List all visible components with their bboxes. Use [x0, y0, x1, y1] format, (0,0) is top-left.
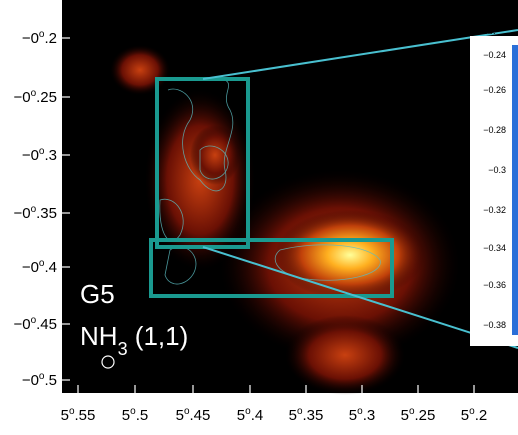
y-tick-label-whole: −0 [22, 259, 39, 276]
y-tick-label-whole: −0 [13, 316, 30, 333]
x-tick-label-frac: .55 [75, 407, 96, 424]
regions [149, 77, 394, 298]
y-tick-label-whole: −0 [13, 89, 30, 106]
x-tick-label-whole: 5 [349, 407, 357, 424]
x-tick-label-whole: 5 [237, 407, 245, 424]
y-tick-label: −0o.25 [13, 88, 57, 106]
y-tick-label-mark: o [39, 258, 45, 269]
x-tick-label-mark: o [245, 406, 251, 417]
inset-tick-label: −0.38 [483, 320, 506, 330]
y-tick-label-mark: o [39, 371, 45, 382]
y-tick-label-frac: .45 [36, 316, 57, 333]
x-tick-label-frac: .35 [303, 407, 324, 424]
x-tick-label-whole: 5 [61, 407, 69, 424]
y-tick-label-whole: −0 [22, 30, 39, 47]
x-tick-label-whole: 5 [289, 407, 297, 424]
y-tick-label: −0o.45 [13, 315, 57, 333]
x-tick-label-frac: .45 [190, 407, 211, 424]
x-tick-label-whole: 5 [461, 407, 469, 424]
x-tick-label-frac: .25 [415, 407, 436, 424]
inset-colorbar [512, 45, 518, 335]
x-tick-label: 5o.5 [122, 406, 148, 424]
source-label: G5 [80, 279, 115, 309]
y-tick-label-mark: o [31, 88, 37, 99]
line-label-sub: 3 [118, 339, 128, 359]
y-tick-label-mark: o [39, 146, 45, 157]
x-tick-label-frac: .3 [363, 407, 376, 424]
x-tick-label-frac: .4 [251, 407, 264, 424]
y-tick-label: −0o.4 [22, 258, 57, 276]
inset-axis-title: GALACTIC Latitude [458, 154, 467, 225]
x-tick-label-mark: o [357, 406, 363, 417]
x-tick-label: 5o.3 [349, 406, 375, 424]
y-tick-label-frac: .2 [44, 30, 57, 47]
x-tick-label: 5o.45 [176, 406, 211, 424]
line-label-rest: (1,1) [128, 321, 189, 351]
inset [470, 36, 518, 346]
x-tick-label-whole: 5 [122, 407, 130, 424]
inset-top-label: 95b. [478, 26, 496, 36]
inset-tick-label: −0.3 [488, 165, 506, 175]
inset-tick-label: −0.26 [483, 85, 506, 95]
x-tick-label: 5o.55 [61, 406, 96, 424]
contours [159, 79, 381, 285]
beam [101, 355, 115, 369]
y-tick-label-frac: .35 [36, 205, 57, 222]
x-tick-label-mark: o [297, 406, 303, 417]
y-tick-label: −0o.2 [22, 29, 57, 47]
y-tick-label-frac: .25 [36, 89, 57, 106]
x-tick-label-mark: o [469, 406, 475, 417]
line-label-main: NH [80, 321, 118, 351]
x-tick-label-frac: .2 [475, 407, 488, 424]
x-tick-label-mark: o [409, 406, 415, 417]
ticks [62, 37, 475, 393]
inset-tick-label: −0.32 [483, 205, 506, 215]
x-tick-label-mark: o [69, 406, 75, 417]
line-label: NH3 (1,1) [80, 321, 188, 359]
y-tick-label-whole: −0 [22, 147, 39, 164]
x-tick-label: 5o.2 [461, 406, 487, 424]
inset-tick-label: −0.28 [483, 125, 506, 135]
x-tick-label: 5o.35 [289, 406, 324, 424]
y-tick-label-mark: o [39, 29, 45, 40]
x-tick-label: 5o.25 [401, 406, 436, 424]
x-tick-label: 5o.4 [237, 406, 263, 424]
x-tick-label-frac: .5 [136, 407, 149, 424]
y-tick-label-whole: −0 [22, 372, 39, 389]
inset-tick-label: −0.36 [483, 280, 506, 290]
y-tick-label-frac: .5 [44, 372, 57, 389]
y-tick-label-mark: o [31, 204, 37, 215]
y-tick-label-frac: .4 [44, 259, 57, 276]
x-tick-label-mark: o [130, 406, 136, 417]
zoom-lines [202, 29, 518, 349]
inset-tick-label: −0.34 [483, 243, 506, 253]
y-tick-label: −0o.35 [13, 204, 57, 222]
x-tick-label-mark: o [184, 406, 190, 417]
y-tick-label-mark: o [31, 315, 37, 326]
y-tick-label-whole: −0 [13, 205, 30, 222]
x-tick-label-whole: 5 [176, 407, 184, 424]
inset-tick-label: −0.24 [483, 50, 506, 60]
y-tick-label-frac: .3 [44, 147, 57, 164]
y-tick-label: −0o.3 [22, 146, 57, 164]
x-tick-label-whole: 5 [401, 407, 409, 424]
y-tick-label: −0o.5 [22, 371, 57, 389]
